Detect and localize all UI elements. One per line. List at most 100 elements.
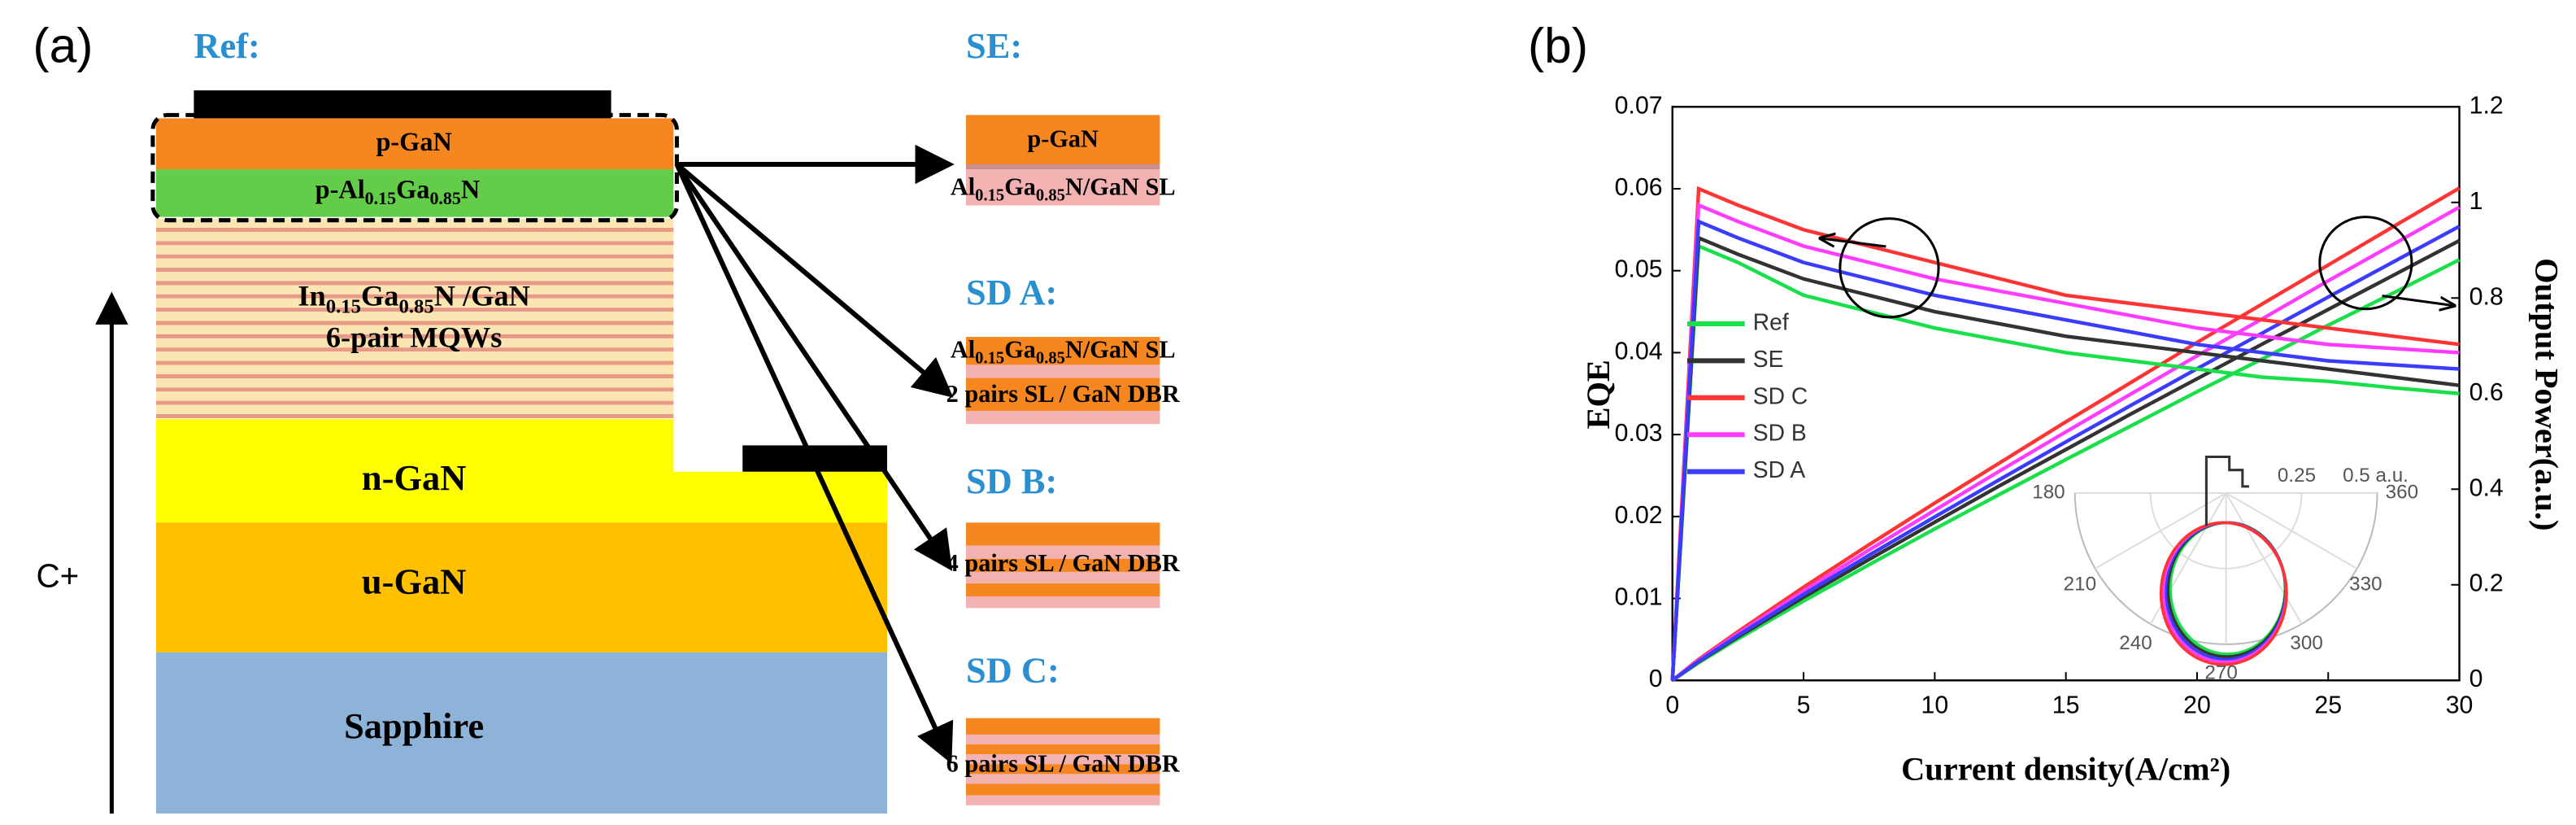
mqw-barrier: [155, 338, 674, 348]
legend-label: SD B: [1753, 420, 1807, 446]
x-axis-label: Current density(A/cm²): [1901, 751, 2230, 788]
y-axis-label: EQE: [1580, 360, 1617, 429]
subscript: 0.85: [429, 188, 460, 208]
layer: [966, 764, 1160, 775]
text-part: Al: [951, 172, 975, 200]
layer-label: Sapphire: [344, 705, 484, 746]
inset-angle-label: 270: [2204, 662, 2237, 684]
annotation-circle: [2318, 216, 2413, 311]
mqw-barrier: [155, 378, 674, 388]
text-part: Al: [951, 335, 975, 363]
mqw-barrier: [155, 404, 674, 415]
layer-label: p-Al0.15Ga0.85N: [315, 175, 481, 208]
y-tick-label: 0.03: [1615, 420, 1663, 447]
inset-angle-label: 210: [2064, 573, 2096, 595]
mqw-barrier: [155, 285, 674, 295]
layer: [966, 410, 1160, 425]
mqw-barrier: [155, 298, 674, 308]
mqw-barrier: [155, 351, 674, 361]
y-tick-label: 0.05: [1615, 256, 1663, 283]
text-part: p-GaN: [1027, 125, 1099, 153]
text-part: Ga: [396, 175, 429, 204]
mqw-well: [155, 227, 674, 233]
mqw-well: [155, 241, 674, 246]
layer-label: 4 pairs SL / GaN DBR: [946, 549, 1181, 577]
arrow: [675, 162, 954, 398]
y2-tick-label: 1.2: [2469, 92, 2504, 119]
text-part: N/GaN SL: [1065, 172, 1176, 200]
growth-label: C+: [36, 557, 79, 595]
subscript: 0.85: [1036, 349, 1065, 367]
mqw-barrier: [155, 232, 674, 242]
structure-title: Ref:: [194, 25, 259, 66]
layer-label: p-GaN: [1027, 125, 1099, 153]
legend-label: SE: [1753, 346, 1784, 372]
x-tick-label: 15: [2052, 692, 2080, 719]
layer: [966, 583, 1160, 597]
inset-spoke: [2225, 492, 2303, 625]
mqw-barrier: [155, 258, 674, 268]
text-part: N/GaN SL: [1065, 335, 1176, 363]
mqw-barrier: [155, 272, 674, 282]
text-part: Ga: [1004, 335, 1036, 363]
inset-angle-label: 330: [2349, 573, 2382, 595]
mqw-barrier: [155, 245, 674, 255]
mqw-well: [155, 308, 674, 312]
mqw-barrier: [155, 391, 674, 401]
y2-tick-label: 0: [2469, 666, 2483, 692]
text-part: N /GaN: [434, 280, 530, 312]
series-line: [1670, 219, 2460, 681]
text-part: Ga: [1004, 172, 1036, 200]
layer-label: u-GaN: [362, 561, 466, 601]
structure-title: SD A:: [966, 272, 1057, 312]
y-tick-label: 0.06: [1615, 174, 1663, 201]
inset-radial-label: 0.25: [2278, 465, 2316, 487]
series-line: [1671, 225, 2461, 683]
inset-angle-label: 180: [2032, 481, 2065, 503]
layer: [966, 364, 1160, 378]
layer: [966, 744, 1160, 755]
layer: [966, 378, 1160, 411]
text-part: 4 pairs SL / GaN DBR: [946, 549, 1181, 577]
mqw-well: [155, 347, 674, 352]
inset-angle-label: 240: [2119, 632, 2152, 654]
layer: [966, 718, 1160, 735]
mqw-well: [155, 321, 674, 325]
series-line: [1670, 243, 2460, 681]
x-tick-label: 10: [1921, 692, 1949, 719]
x-tick-label: 30: [2446, 692, 2474, 719]
y-tick-label: 0.07: [1615, 92, 1663, 119]
series-line: [1671, 186, 2461, 682]
layer: [966, 734, 1160, 745]
series-line: [1671, 205, 2461, 683]
text-part: 6 pairs SL / GaN DBR: [946, 749, 1181, 777]
u-gan-layer: [155, 522, 888, 653]
subscript: 0.15: [975, 349, 1004, 367]
sapphire-layer: [155, 652, 888, 814]
text-part: Ga: [361, 280, 398, 312]
p-gan-layer: [155, 118, 674, 170]
subscript: 0.85: [1036, 186, 1065, 204]
n-gan-layer: [155, 419, 888, 523]
y2-axis-label: Output Power(a.u.): [2528, 258, 2565, 530]
legend-label: SD C: [1753, 382, 1808, 408]
y-tick-label: 0.01: [1615, 584, 1663, 611]
x-tick-label: 5: [1797, 692, 1811, 719]
mqw-well: [155, 360, 674, 365]
inset-radial-label: 0.5 a.u.: [2343, 465, 2408, 487]
text-part: p-Al: [315, 175, 365, 204]
arrow: [674, 163, 954, 764]
y2-tick-label: 0.8: [2469, 283, 2504, 310]
series-line: [1670, 186, 2460, 681]
layer-label: n-GaN: [362, 457, 466, 498]
legend-label: Ref: [1753, 308, 1789, 334]
mqw-well: [155, 414, 674, 419]
y2-tick-label: 0.2: [2469, 570, 2504, 597]
inset-pattern: [2204, 456, 2249, 526]
layer: [966, 169, 1160, 206]
y2-tick-label: 0.4: [2469, 474, 2504, 501]
y-tick-label: 0.02: [1615, 502, 1663, 529]
layer: [966, 115, 1160, 164]
subscript: 0.85: [398, 295, 433, 317]
